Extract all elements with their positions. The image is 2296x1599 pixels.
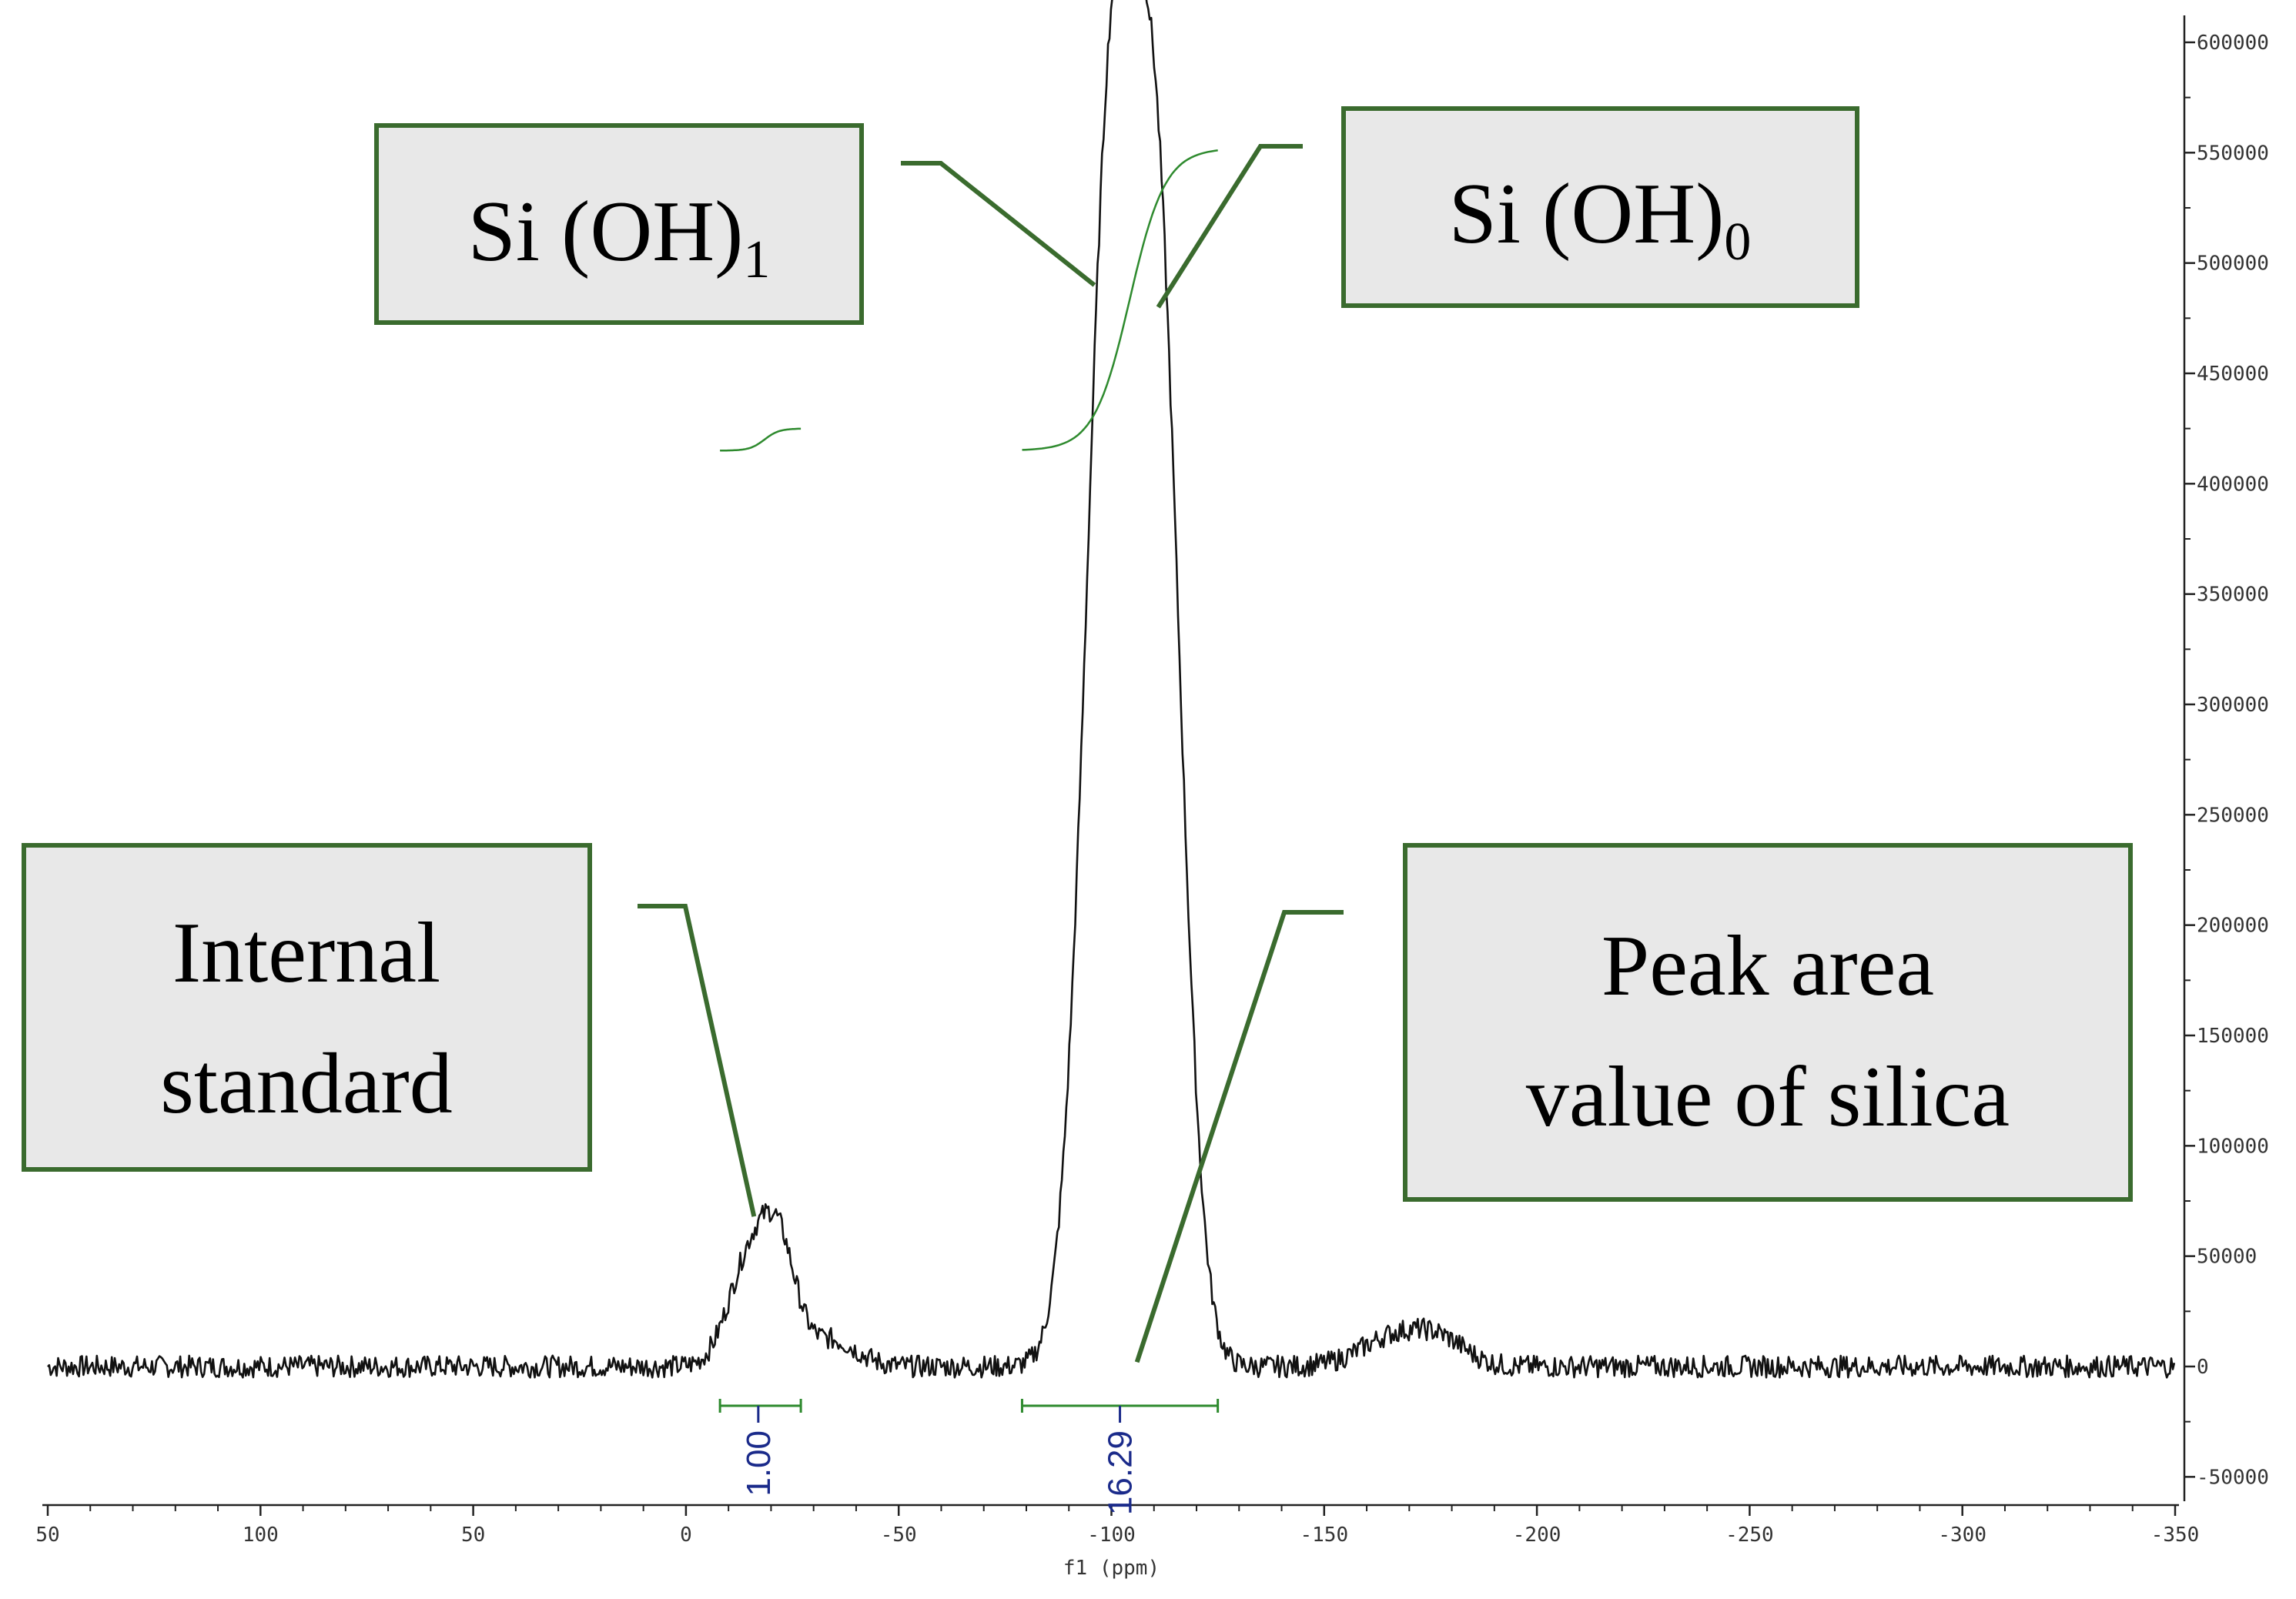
- y-tick-label: 400000: [2197, 473, 2269, 496]
- annotation-box: [374, 123, 864, 325]
- leader-si-oh0: [1156, 144, 1303, 309]
- y-tick-label: 500000: [2197, 253, 2269, 276]
- y-tick-label: 600000: [2197, 32, 2269, 55]
- x-tick-label: -50: [881, 1524, 917, 1547]
- annotation-si-oh0: Si (OH)0: [1341, 106, 1859, 308]
- integral-curve: [720, 427, 802, 452]
- x-tick-label: -100: [1087, 1524, 1136, 1547]
- x-tick-label: 100: [243, 1524, 279, 1547]
- y-tick-label: 50000: [2197, 1246, 2257, 1269]
- annotation-text: Si (OH)1: [468, 184, 771, 289]
- annotation-box: [1403, 843, 2133, 1202]
- integral-curve: [1022, 149, 1218, 451]
- annotation-line-2: standard: [160, 1036, 452, 1132]
- y-tick-label: -50000: [2197, 1466, 2269, 1489]
- integral-value-label: 1.00: [740, 1430, 778, 1497]
- annotation-line-1: Internal: [172, 905, 440, 1001]
- y-axis: 6000005500005000004500004000003500003000…: [2183, 15, 2269, 1501]
- x-tick-label: 50: [461, 1524, 485, 1547]
- x-axis: 50 100 50 0 -50 -100 -150 -200 -250 -300 -350: [35, 1504, 2200, 1547]
- annotation-line-1: Peak area: [1602, 918, 1934, 1014]
- y-tick-label: 450000: [2197, 363, 2269, 386]
- leader-lines: [638, 144, 1344, 1363]
- integrals: 1.00 16.29: [718, 149, 1220, 1515]
- x-tick-label: 0: [680, 1524, 692, 1547]
- x-tick-label: 50: [35, 1524, 59, 1547]
- y-tick-label: 300000: [2197, 694, 2269, 717]
- x-tick-label: -250: [1725, 1524, 1774, 1547]
- annotation-line-2: value of silica: [1526, 1049, 2010, 1145]
- annotation-box: [22, 843, 592, 1172]
- annotation-si-oh1: Si (OH)1: [374, 123, 864, 325]
- annotation-subscript: 0: [1724, 212, 1751, 272]
- y-tick-label: 0: [2197, 1356, 2209, 1379]
- annotation-subscript: 1: [743, 230, 770, 289]
- annotation-text: Si (OH)0: [1449, 166, 1752, 272]
- y-tick-label: 100000: [2197, 1135, 2269, 1158]
- x-tick-label: -350: [2151, 1524, 2200, 1547]
- x-axis-title: f1 (ppm): [1063, 1557, 1160, 1580]
- integral-2: 16.29: [1020, 149, 1220, 1515]
- y-tick-label: 550000: [2197, 142, 2269, 165]
- integral-value-label: 16.29: [1102, 1430, 1140, 1515]
- annotation-internal-standard: Internal standard: [22, 843, 592, 1172]
- leader-internal-standard: [638, 904, 757, 1217]
- y-tick-label: 200000: [2197, 915, 2269, 938]
- x-tick-label: -200: [1513, 1524, 1561, 1547]
- annotation-main: Si (OH): [1449, 166, 1725, 262]
- annotation-box: [1341, 106, 1859, 308]
- leader-si-oh1: [901, 161, 1096, 287]
- x-tick-label: -300: [1938, 1524, 1986, 1547]
- y-tick-label: 350000: [2197, 584, 2269, 607]
- y-tick-label: 150000: [2197, 1025, 2269, 1048]
- spectrum-line: [47, 0, 2176, 1379]
- y-tick-label: 250000: [2197, 804, 2269, 827]
- x-tick-label: -150: [1300, 1524, 1348, 1547]
- integral-1: 1.00: [718, 427, 802, 1497]
- leader-peak-area: [1134, 910, 1344, 1363]
- annotation-main: Si (OH): [468, 184, 744, 279]
- annotation-peak-area: Peak area value of silica: [1403, 843, 2133, 1202]
